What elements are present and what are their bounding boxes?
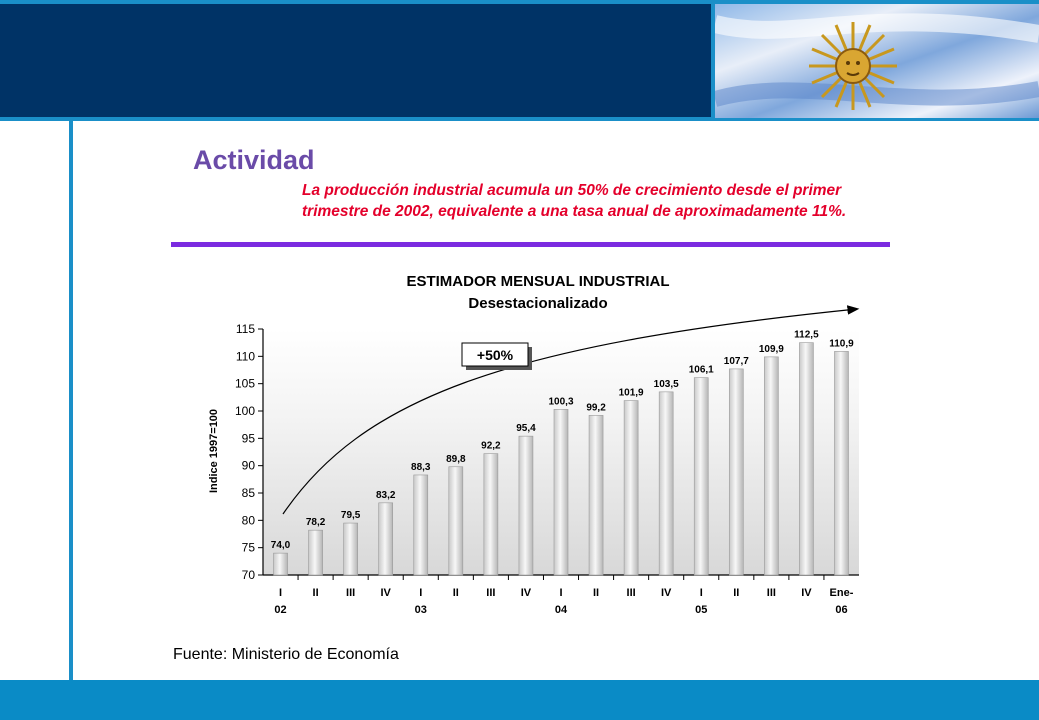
y-tick-label-110: 110: [236, 349, 255, 363]
flag-graphic: [715, 4, 1039, 118]
year-label-8: 04: [555, 604, 568, 616]
bar-12: [693, 377, 709, 576]
x-tick-label-3: IV: [381, 587, 392, 599]
x-tick-label-6: III: [486, 587, 495, 599]
y-tick-label-100: 100: [235, 404, 255, 418]
y-tick-label-75: 75: [242, 541, 256, 555]
left-accent-rule: [69, 121, 73, 681]
growth-arrow: [282, 305, 860, 515]
bar-value-label-10: 101,9: [619, 388, 644, 399]
year-label-16: 06: [835, 604, 847, 616]
bar-14: [764, 356, 779, 576]
industrial-estimator-chart: ESTIMADOR MENSUAL INDUSTRIAL Desestacion…: [208, 273, 860, 616]
bar-9: [588, 415, 604, 576]
x-tick-label-8: I: [559, 587, 562, 599]
bar-11: [658, 391, 674, 576]
bar-15: [799, 342, 814, 576]
bar-13: [728, 368, 744, 576]
bar-10: [623, 400, 639, 576]
y-axis-label: Indice 1997=100: [208, 409, 220, 493]
annotation-label: +50%: [477, 347, 514, 363]
y-tick-label-85: 85: [242, 486, 256, 500]
sun-emblem-icon: [809, 22, 897, 110]
x-tick-label-13: II: [733, 587, 739, 599]
bar-value-label-11: 103,5: [654, 379, 679, 390]
year-label-0: 02: [274, 604, 286, 616]
chart-subtitle: Desestacionalizado: [468, 295, 607, 312]
chart-title: ESTIMADOR MENSUAL INDUSTRIAL: [406, 273, 669, 290]
x-tick-label-2: III: [346, 587, 355, 599]
bar-value-label-3: 83,2: [376, 490, 396, 501]
footer-bar: [0, 680, 1039, 720]
y-tick-label-90: 90: [242, 459, 256, 473]
annotation-box: [461, 342, 529, 367]
source-note: Fuente: Ministerio de Economía: [173, 646, 399, 663]
bar-value-label-8: 100,3: [548, 396, 573, 407]
bar-value-label-9: 99,2: [586, 402, 606, 413]
bar-value-label-14: 109,9: [759, 344, 784, 355]
bar-3: [378, 502, 394, 576]
x-tick-label-12: I: [700, 587, 703, 599]
bar-value-label-0: 74,0: [271, 540, 291, 551]
bar-value-label-2: 79,5: [341, 510, 361, 521]
x-tick-label-10: III: [627, 587, 636, 599]
bar-value-label-13: 107,7: [724, 356, 749, 367]
bar-value-label-16: 110,9: [829, 338, 854, 349]
bar-value-label-6: 92,2: [481, 441, 501, 452]
y-tick-label-115: 115: [236, 322, 255, 336]
x-tick-label-4: I: [419, 587, 422, 599]
x-tick-label-11: IV: [661, 587, 672, 599]
y-tick-label-95: 95: [242, 431, 256, 445]
bar-value-label-5: 89,8: [446, 454, 466, 465]
heading-underline: [171, 242, 890, 247]
year-label-4: 03: [415, 604, 427, 616]
year-label-12: 05: [695, 604, 707, 616]
header-divider: [0, 117, 1039, 121]
x-tick-label-7: IV: [521, 587, 532, 599]
y-tick-label-80: 80: [242, 513, 256, 527]
bar-1: [308, 529, 323, 576]
plot-area: 70758085909510010511011574,0I0278,2II79,…: [235, 305, 860, 616]
bar-0: [273, 552, 288, 576]
bar-4: [413, 474, 429, 576]
bar-value-label-12: 106,1: [689, 365, 714, 376]
bar-6: [483, 453, 499, 576]
bar-8: [553, 409, 569, 576]
slide-subtitle: La producción industrial acumula un 50% …: [302, 182, 847, 220]
bar-value-label-4: 88,3: [411, 462, 431, 473]
bar-5: [448, 466, 464, 576]
slide-heading: Actividad: [193, 145, 315, 175]
bar-value-label-7: 95,4: [516, 423, 536, 434]
bar-value-label-1: 78,2: [306, 517, 326, 528]
x-tick-label-14: III: [767, 587, 776, 599]
bar-value-label-15: 112,5: [794, 330, 819, 341]
y-tick-label-70: 70: [242, 568, 256, 582]
x-tick-label-5: II: [453, 587, 459, 599]
x-tick-label-9: II: [593, 587, 599, 599]
bar-2: [343, 522, 358, 576]
y-tick-label-105: 105: [235, 377, 255, 391]
x-tick-label-1: II: [313, 587, 319, 599]
x-tick-label-16: Ene-: [830, 587, 854, 599]
argentina-flag-image: [711, 4, 1039, 118]
x-tick-label-15: IV: [801, 587, 812, 599]
bar-7: [518, 435, 534, 576]
x-tick-label-0: I: [279, 587, 282, 599]
bar-16: [834, 351, 849, 576]
